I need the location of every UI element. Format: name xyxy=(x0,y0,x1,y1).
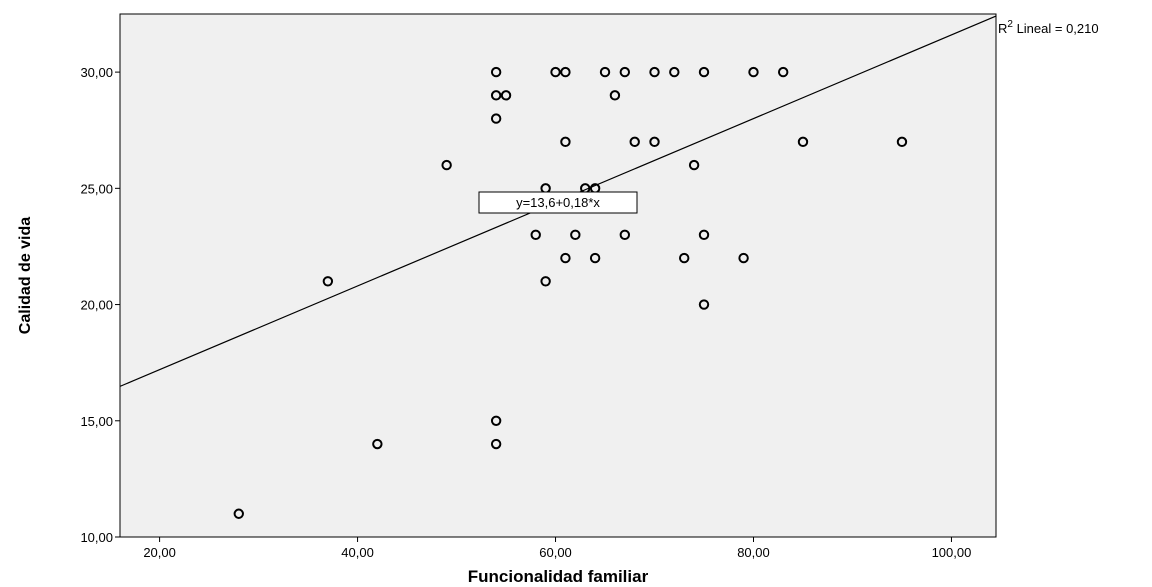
scatter-point xyxy=(560,136,571,148)
scatter-point xyxy=(490,438,502,450)
scatter-point xyxy=(629,136,640,148)
scatter-point xyxy=(500,90,512,101)
scatter-point xyxy=(649,136,660,148)
r-squared-superscript: 2 xyxy=(1007,19,1013,30)
fit-equation-box xyxy=(478,191,638,214)
scatter-point xyxy=(233,508,244,519)
scatter-point xyxy=(490,113,502,124)
scatter-point xyxy=(619,229,631,241)
r-squared-prefix: R xyxy=(998,21,1007,36)
scatter-point xyxy=(560,66,571,78)
scatter-point xyxy=(490,66,502,78)
scatter-point xyxy=(560,252,571,264)
scatter-point xyxy=(609,90,621,101)
scatter-point xyxy=(619,66,631,78)
x-tick-label: 20,00 xyxy=(143,545,176,560)
scatter-point xyxy=(649,66,660,78)
scatter-point xyxy=(372,438,383,450)
scatter-point xyxy=(322,276,334,287)
scatter-point xyxy=(738,252,749,264)
y-tick-label: 20,00 xyxy=(80,298,113,313)
scatter-point xyxy=(490,415,502,426)
y-tick-label: 30,00 xyxy=(80,65,113,80)
scatter-point xyxy=(550,66,561,78)
scatter-point xyxy=(748,66,759,78)
fit-equation-label: y=13,6+0,18*x xyxy=(516,195,600,210)
scatter-point xyxy=(669,66,680,78)
scatter-point xyxy=(777,66,789,78)
scatter-point xyxy=(540,276,551,287)
scatter-point xyxy=(679,252,690,264)
scatter-point xyxy=(490,90,502,101)
x-tick-label: 60,00 xyxy=(539,545,572,560)
scatter-point xyxy=(688,159,700,171)
scatter-point xyxy=(589,252,601,264)
scatter-point xyxy=(797,136,809,148)
scatter-point xyxy=(896,136,908,148)
scatter-point xyxy=(570,229,581,241)
scatter-point xyxy=(698,299,710,310)
y-tick-label: 15,00 xyxy=(80,414,113,429)
x-tick-label: 80,00 xyxy=(737,545,770,560)
y-axis-title: Calidad de vida xyxy=(17,217,34,334)
scatter-point xyxy=(698,229,710,241)
scatter-point xyxy=(698,66,710,78)
plot-area xyxy=(119,13,997,538)
scatter-point xyxy=(599,66,611,78)
scatter-point xyxy=(441,159,452,171)
y-tick-label: 25,00 xyxy=(80,181,113,196)
r-squared-value: Lineal = 0,210 xyxy=(1013,21,1099,36)
x-tick-label: 40,00 xyxy=(341,545,374,560)
scatter-point xyxy=(530,229,541,241)
r-squared-label: R2 Lineal = 0,210 xyxy=(998,19,1099,36)
x-tick-label: 100,00 xyxy=(932,545,972,560)
x-axis-title: Funcionalidad familiar xyxy=(468,567,649,586)
y-tick-label: 10,00 xyxy=(80,530,113,545)
